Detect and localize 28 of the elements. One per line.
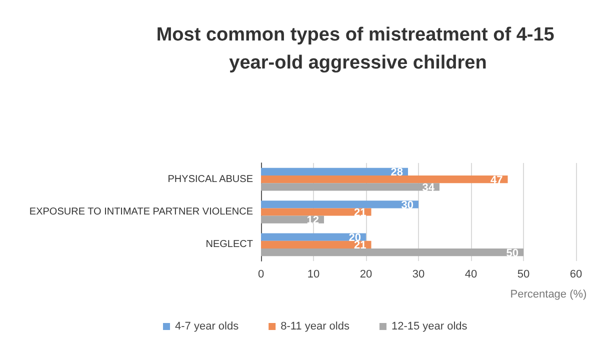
data-label: 21 — [354, 240, 366, 252]
bar — [261, 200, 418, 208]
bar — [261, 168, 408, 176]
bar — [261, 240, 372, 248]
y-tick-label: EXPOSURE TO INTIMATE PARTNER VIOLENCE — [29, 206, 254, 218]
data-label: 12 — [306, 214, 319, 227]
x-tick-label: 50 — [517, 268, 530, 280]
y-tick-label: NEGLECT — [206, 239, 253, 250]
data-label: 30 — [401, 199, 414, 212]
data-label: 34 — [422, 182, 436, 194]
x-tick-label: 20 — [360, 268, 372, 280]
bar — [261, 208, 372, 216]
x-tick-label: 10 — [307, 268, 320, 280]
chart-title: Most common types of mistreatment of 4-15 year-old aggressive children — [156, 24, 560, 74]
bar — [261, 176, 508, 184]
x-tick-label: 30 — [412, 268, 425, 280]
x-tick-label: 40 — [464, 268, 478, 280]
legend-label: 4-7 year olds — [175, 320, 240, 332]
x-tick-label: 0 — [258, 268, 264, 280]
legend-label: 12-15 year olds — [391, 320, 468, 332]
x-axis-title: Percentage (%) — [510, 288, 587, 300]
bar — [261, 248, 524, 256]
y-tick-label: PHYSICAL ABUSE — [168, 174, 254, 185]
legend-label: 8-11 year olds — [280, 320, 350, 332]
bar — [261, 183, 440, 191]
data-label: 21 — [354, 207, 366, 219]
bar — [261, 233, 366, 241]
x-tick-label: 60 — [570, 268, 582, 280]
